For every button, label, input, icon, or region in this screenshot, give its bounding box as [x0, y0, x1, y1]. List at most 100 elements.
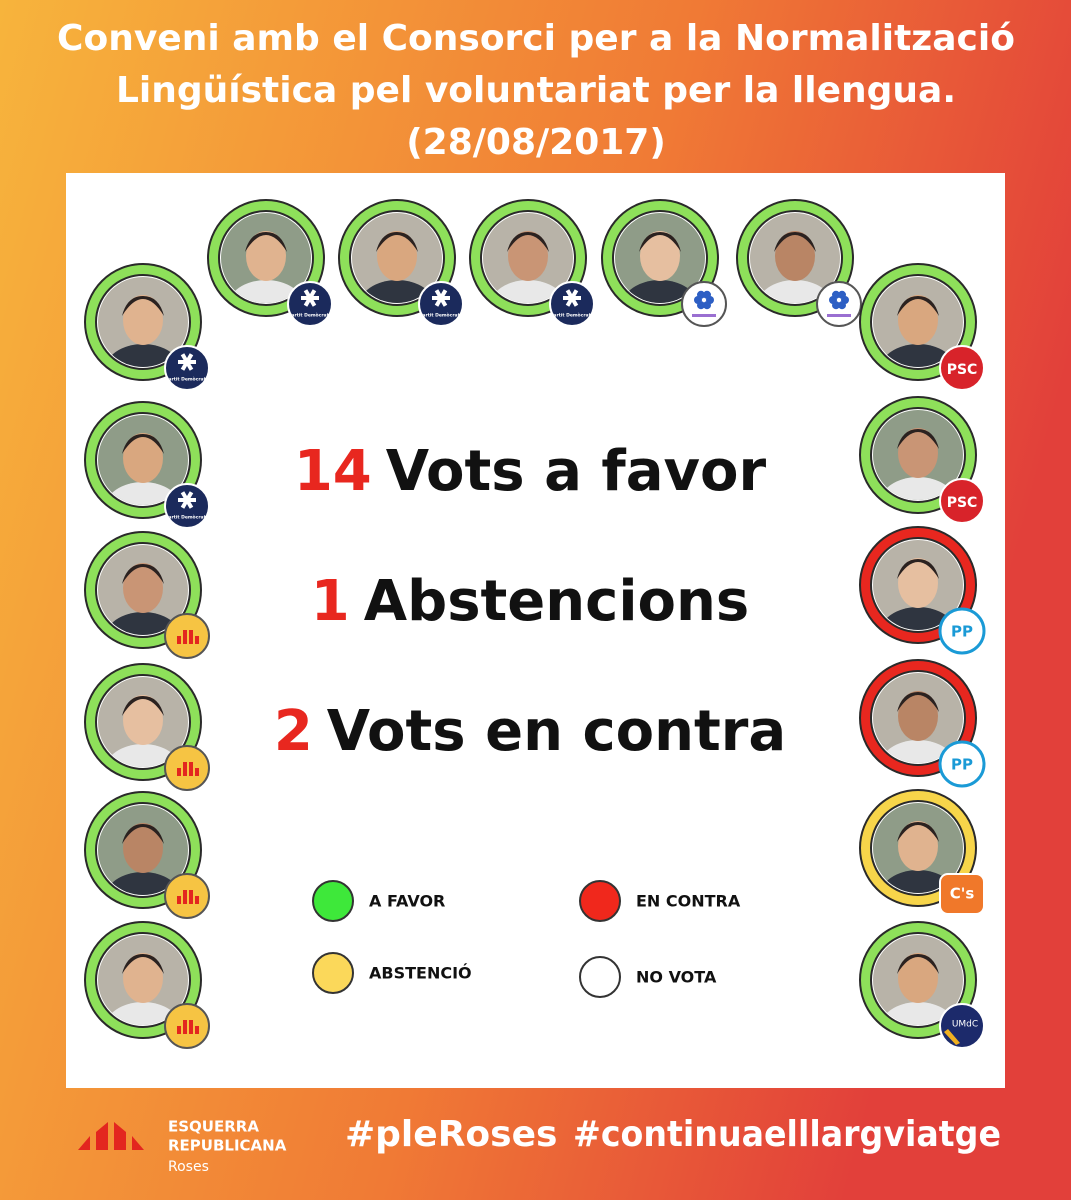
badge-text: Partit Demòcrata — [550, 312, 594, 319]
photo — [352, 213, 442, 303]
badge-icon — [177, 768, 181, 776]
result-count: 1 — [311, 569, 350, 634]
photo-hair — [122, 954, 164, 974]
badge — [938, 740, 986, 788]
photo-body — [757, 280, 833, 303]
member: PSC — [859, 396, 985, 524]
member — [736, 199, 862, 327]
badge — [939, 873, 985, 915]
badge-text: Partit Demòcrata — [165, 376, 209, 383]
result-count: 14 — [294, 439, 372, 504]
legend-swatch — [579, 956, 621, 998]
badge-icon — [180, 491, 194, 509]
photo-hair — [122, 564, 164, 584]
photo-body — [880, 477, 956, 500]
title-line: (28/08/2017) — [406, 122, 666, 163]
photo-hair — [122, 824, 164, 844]
badge-icon — [189, 762, 193, 776]
badge-icon — [827, 314, 851, 317]
member: PP — [859, 526, 986, 655]
photo-body — [880, 740, 956, 763]
badge-text: PP — [951, 756, 973, 774]
member: PP — [859, 659, 986, 788]
badge-icon — [180, 353, 194, 371]
legend-label: EN CONTRA — [636, 892, 741, 911]
hashtag: #pleRoses — [345, 1114, 557, 1155]
photo-face — [123, 823, 163, 873]
logo-text: Roses — [168, 1159, 209, 1175]
photo-hair — [245, 232, 287, 252]
title-line: Lingüística pel voluntariat per la lleng… — [116, 70, 956, 111]
photo-body — [105, 344, 181, 367]
legend-swatch — [579, 880, 621, 922]
badge — [287, 281, 333, 327]
photo-face — [123, 433, 163, 483]
photo-hair — [897, 429, 939, 449]
photo-body — [880, 1002, 956, 1025]
photo-face — [898, 558, 938, 608]
photo-body — [105, 872, 181, 895]
member — [84, 791, 210, 919]
panel — [66, 173, 1005, 1088]
photo-body — [105, 1002, 181, 1025]
photo-hair — [639, 232, 681, 252]
photo-face — [898, 428, 938, 478]
hashtag: #continuaelllargviatge — [573, 1114, 1001, 1155]
photo-face — [640, 231, 680, 281]
photo-hair — [122, 696, 164, 716]
badge-icon — [434, 289, 448, 307]
photo-hair — [897, 954, 939, 974]
badge-icon — [177, 636, 181, 644]
photo-face — [377, 231, 417, 281]
badge — [939, 478, 985, 524]
badge-icon — [183, 1020, 187, 1034]
photo-body — [228, 280, 304, 303]
member — [84, 663, 210, 791]
photo-body — [622, 280, 698, 303]
photo-hair — [507, 232, 549, 252]
photo-face — [123, 953, 163, 1003]
badge-icon — [832, 290, 840, 299]
member — [84, 921, 210, 1049]
photo-body — [105, 612, 181, 635]
photo-hair — [774, 232, 816, 252]
badge-icon — [195, 1026, 199, 1034]
badge-icon — [703, 301, 711, 310]
badge-icon — [183, 630, 187, 644]
badge-text: C's — [950, 885, 975, 903]
badge — [164, 345, 210, 391]
logo-mark — [78, 1122, 144, 1150]
badge-text: Partit Demòcrata — [419, 312, 463, 319]
photo-body — [105, 482, 181, 505]
badge-text: PSC — [947, 495, 978, 511]
photo-hair — [897, 822, 939, 842]
photo-body — [359, 280, 435, 303]
member: Partit Demòcrata — [84, 263, 210, 391]
photo-hair — [897, 692, 939, 712]
photo-body — [105, 744, 181, 767]
photo-hair — [122, 434, 164, 454]
result-label: Vots en contra — [327, 699, 786, 764]
photo-body — [490, 280, 566, 303]
legend-swatch — [312, 952, 354, 994]
legend-label: NO VOTA — [636, 968, 717, 987]
photo-face — [898, 691, 938, 741]
member: C's — [859, 789, 985, 915]
badge — [549, 281, 595, 327]
badge-text: Partit Demòcrata — [165, 514, 209, 521]
badge — [938, 607, 986, 655]
photo-face — [898, 953, 938, 1003]
badge-icon — [697, 290, 705, 299]
badge — [418, 281, 464, 327]
photo-face — [898, 295, 938, 345]
photo-body — [880, 870, 956, 893]
photo-face — [508, 231, 548, 281]
member: Partit Demòcrata — [84, 401, 210, 529]
badge-icon — [177, 896, 181, 904]
photo-face — [123, 695, 163, 745]
badge-icon — [692, 314, 716, 317]
result-label: Abstencions — [364, 569, 749, 634]
member — [601, 199, 727, 327]
member: Partit Demòcrata — [338, 199, 464, 327]
